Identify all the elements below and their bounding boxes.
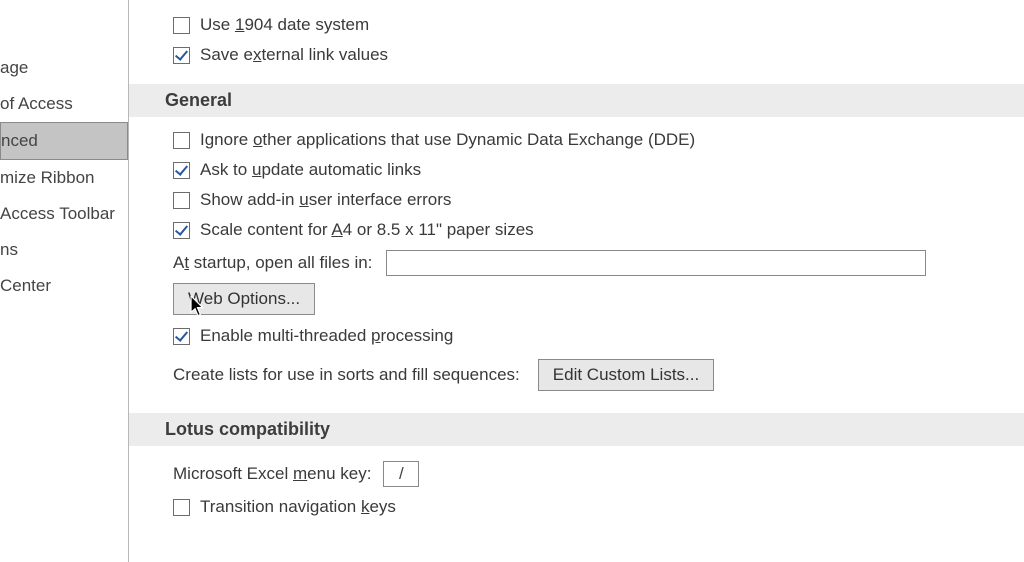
option-label: Show add-in user interface errors (200, 190, 451, 210)
option-transition-nav-keys[interactable]: Transition navigation keys (129, 492, 1024, 522)
option-show-addin-errors[interactable]: Show add-in user interface errors (129, 185, 1024, 215)
checkbox-icon[interactable] (173, 222, 190, 239)
option-label: Scale content for A4 or 8.5 x 11" paper … (200, 220, 534, 240)
option-label: Ignore other applications that use Dynam… (200, 130, 695, 150)
section-header-general: General (129, 84, 1024, 117)
sidebar-item-5[interactable]: ns (0, 232, 128, 268)
checkbox-icon[interactable] (173, 132, 190, 149)
sidebar-item-label: ns (0, 240, 18, 259)
sidebar-item-label: age (0, 58, 28, 77)
checkbox-icon[interactable] (173, 499, 190, 516)
sidebar-item-label: Center (0, 276, 51, 295)
option-label: Save external link values (200, 45, 388, 65)
menu-key-input[interactable] (383, 461, 419, 487)
startup-path-input[interactable] (386, 250, 926, 276)
menu-key-label: Microsoft Excel menu key: (173, 464, 371, 484)
option-ignore-dde[interactable]: Ignore other applications that use Dynam… (129, 125, 1024, 155)
create-lists-label: Create lists for use in sorts and fill s… (173, 365, 520, 385)
sidebar-item-3[interactable]: mize Ribbon (0, 160, 128, 196)
startup-label: At startup, open all files in: (173, 253, 372, 273)
sidebar-item-label: nced (1, 131, 38, 150)
option-use-1904[interactable]: Use 1904 date system (129, 10, 1024, 40)
sidebar-item-advanced[interactable]: nced (0, 122, 128, 160)
options-sidebar: age of Access nced mize Ribbon Access To… (0, 0, 128, 562)
sidebar-item-label: of Access (0, 94, 73, 113)
checkbox-icon[interactable] (173, 47, 190, 64)
sidebar-item-label: Access Toolbar (0, 204, 115, 223)
option-label: Transition navigation keys (200, 497, 396, 517)
sidebar-item-0[interactable]: age (0, 50, 128, 86)
checkbox-icon[interactable] (173, 17, 190, 34)
web-options-button[interactable]: Web Options... (173, 283, 315, 315)
sidebar-item-6[interactable]: Center (0, 268, 128, 304)
option-ask-update-links[interactable]: Ask to update automatic links (129, 155, 1024, 185)
option-label: Enable multi-threaded processing (200, 326, 453, 346)
option-menu-key: Microsoft Excel menu key: (129, 456, 1024, 492)
option-startup-files: At startup, open all files in: (129, 245, 1024, 281)
section-header-lotus: Lotus compatibility (129, 413, 1024, 446)
edit-custom-lists-button[interactable]: Edit Custom Lists... (538, 359, 714, 391)
options-panel: Use 1904 date system Save external link … (129, 0, 1024, 562)
sidebar-item-4[interactable]: Access Toolbar (0, 196, 128, 232)
sidebar-item-1[interactable]: of Access (0, 86, 128, 122)
sidebar-item-label: mize Ribbon (0, 168, 95, 187)
option-multithreaded[interactable]: Enable multi-threaded processing (129, 321, 1024, 351)
checkbox-icon[interactable] (173, 328, 190, 345)
option-label: Use 1904 date system (200, 15, 369, 35)
option-save-external-links[interactable]: Save external link values (129, 40, 1024, 70)
edit-custom-lists-row: Create lists for use in sorts and fill s… (129, 359, 1024, 391)
option-label: Ask to update automatic links (200, 160, 421, 180)
option-scale-a4[interactable]: Scale content for A4 or 8.5 x 11" paper … (129, 215, 1024, 245)
checkbox-icon[interactable] (173, 192, 190, 209)
checkbox-icon[interactable] (173, 162, 190, 179)
